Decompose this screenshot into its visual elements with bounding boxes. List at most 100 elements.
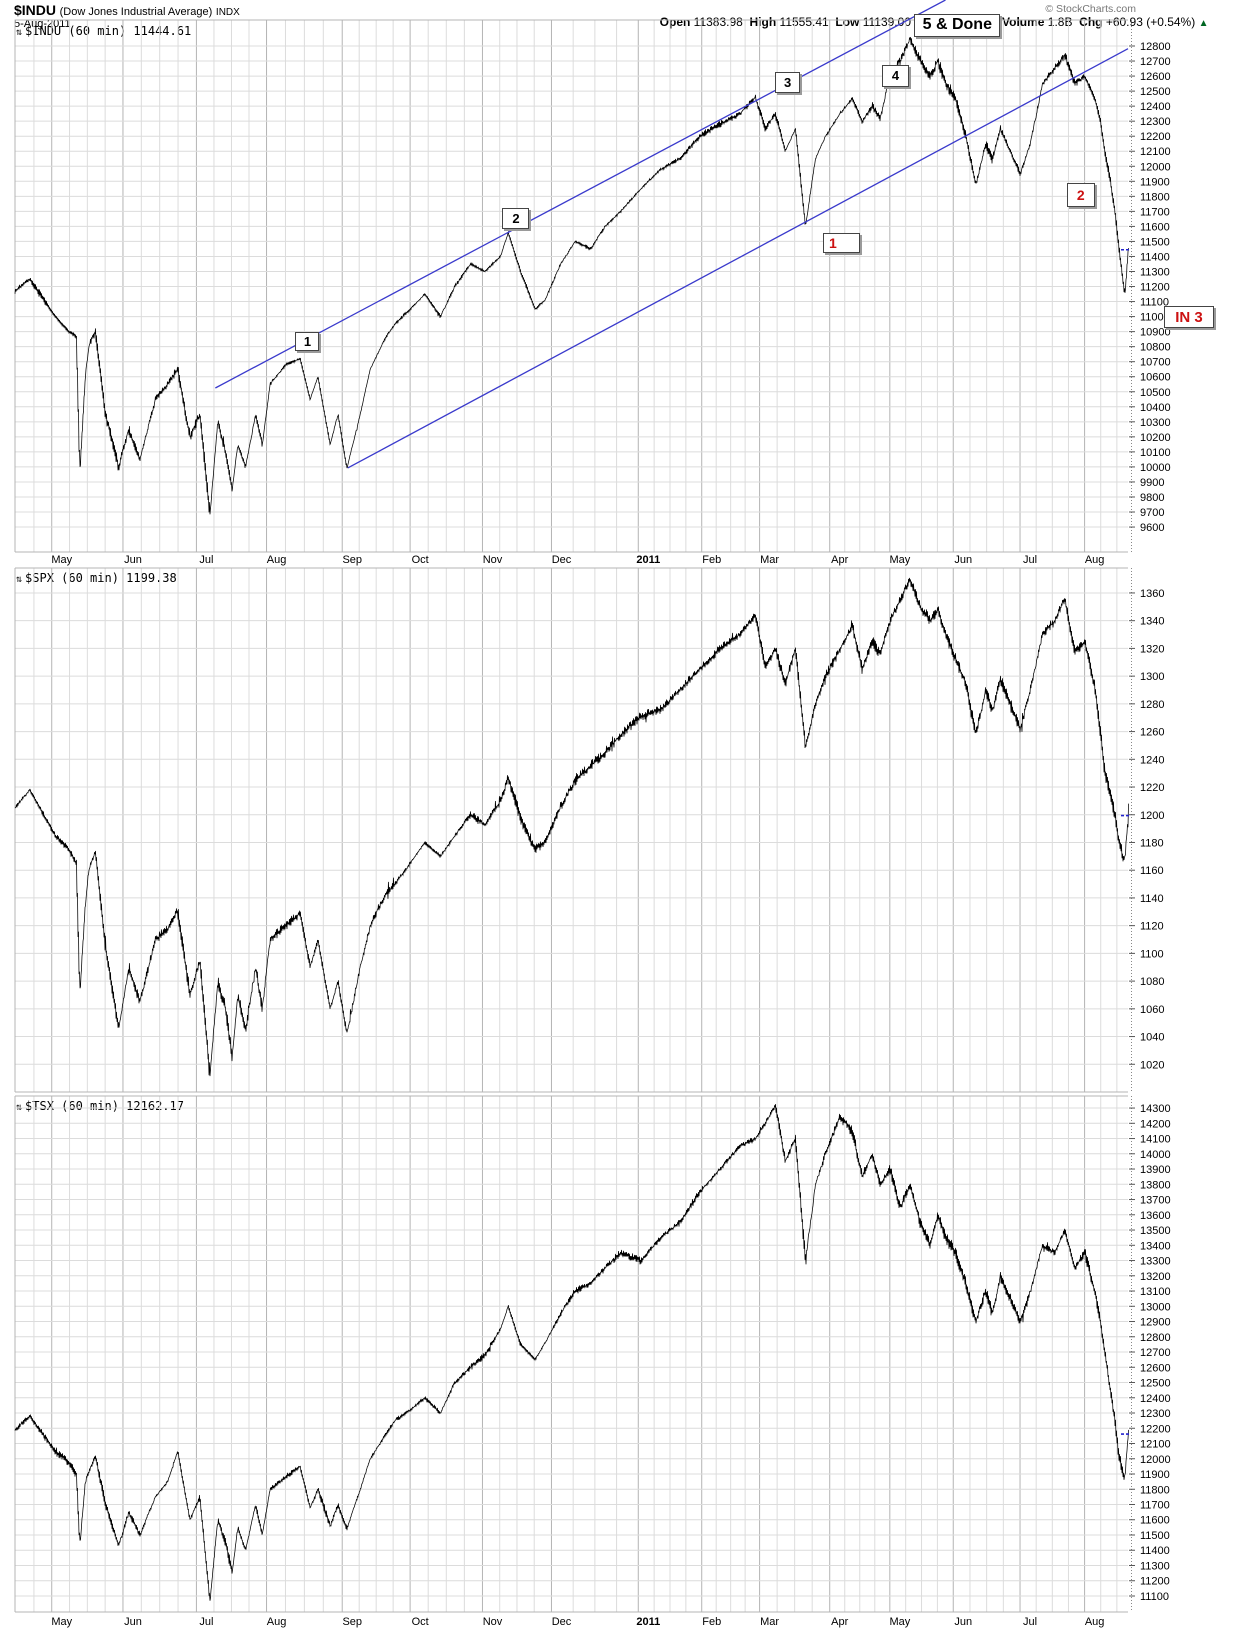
y-tick-label: 11100 <box>1140 1591 1169 1603</box>
y-tick-label: 1100 <box>1140 948 1164 960</box>
y-tick-label: 14200 <box>1140 1118 1171 1130</box>
y-tick-label: 9800 <box>1140 492 1164 504</box>
x-axis-months-indu: May Jun Jul Aug Sep Oct Nov Dec 2011 Feb Mar Apr May… <box>0 554 1240 568</box>
y-tick-label: 12500 <box>1140 1378 1171 1390</box>
y-tick-label: 1300 <box>1140 671 1164 683</box>
y-tick-label: 10000 <box>1140 462 1171 474</box>
high-value: 11555.41 <box>779 15 829 29</box>
x-month-label: Mar <box>760 554 780 566</box>
y-tick-label: 1140 <box>1140 893 1164 905</box>
y-tick-label: 12900 <box>1140 1317 1171 1329</box>
x-month-label: Jun <box>954 1616 973 1628</box>
y-tick-label: 12700 <box>1140 56 1171 68</box>
x-month-label: Sep <box>342 554 363 566</box>
x-month-label: 2011 <box>636 1616 661 1628</box>
x-month-label: May <box>889 1616 911 1628</box>
x-month-label: Jul <box>1023 1616 1038 1628</box>
up-triangle-icon: ▲ <box>1198 18 1209 29</box>
open-label: Open <box>659 15 691 29</box>
y-tick-label: 10700 <box>1140 357 1171 369</box>
legend-tsx-label: $TSX (60 min) 12162.17 <box>25 1099 184 1113</box>
y-tick-label: 12600 <box>1140 71 1171 83</box>
y-tick-label: 14100 <box>1140 1134 1171 1146</box>
y-tick-label: 1180 <box>1140 837 1164 849</box>
gridlines <box>14 567 1128 1093</box>
panel-$TSX: 11100 11200 11300 11400 11500 11600 11700 11800… <box>14 1095 1171 1613</box>
legend-tsx: ⇅ $TSX (60 min) 12162.17 <box>16 1099 184 1113</box>
x-month-label: Jul <box>199 554 214 566</box>
volume-label: Volume <box>1002 15 1045 29</box>
y-tick-label: 12100 <box>1140 1439 1171 1451</box>
x-month-label: Aug <box>1084 1616 1105 1628</box>
x-month-label: Apr <box>831 1616 849 1628</box>
x-month-label: Jun <box>124 554 142 566</box>
y-tick-label: 12000 <box>1140 1454 1171 1466</box>
x-month-label: Jul <box>199 1616 214 1628</box>
y-tick-label: 1020 <box>1140 1059 1164 1071</box>
x-month-label: May <box>51 1616 73 1628</box>
gridlines <box>14 1095 1128 1613</box>
price-line-$SPX <box>14 577 1129 1077</box>
y-tick-label: 1240 <box>1140 754 1164 766</box>
y-tick-label: 12400 <box>1140 1393 1171 1405</box>
y-tick-label: 11600 <box>1140 221 1170 233</box>
y-tick-label: 11300 <box>1140 1560 1170 1572</box>
y-tick-label: 11200 <box>1140 282 1170 294</box>
x-month-label: Sep <box>342 1616 363 1628</box>
trend-channel-line <box>215 0 946 389</box>
panel-$INDU: 9600 9700 9800 9900 10000 10100 10200 10300 1040… <box>14 0 1171 553</box>
y-tick-label: 9700 <box>1140 507 1164 519</box>
y-tick-label: 1280 <box>1140 699 1164 711</box>
symbol-fullname: (Dow Jones Industrial Average) <box>59 6 213 18</box>
x-month-label: Aug <box>266 1616 287 1628</box>
y-tick-label: 10100 <box>1140 447 1171 459</box>
y-tick-label: 10500 <box>1140 387 1171 399</box>
y-tick-label: 9600 <box>1140 522 1164 534</box>
x-month-label: Mar <box>760 1616 780 1628</box>
exchange-label: INDX <box>215 7 240 18</box>
y-tick-label: 12400 <box>1140 101 1171 113</box>
y-tick-label: 13100 <box>1140 1286 1171 1298</box>
y-tick-label: 11000 <box>1140 312 1170 324</box>
x-month-label: Dec <box>551 554 572 566</box>
x-month-label: Nov <box>482 1616 503 1628</box>
chg-value: +60.93 (+0.54%) <box>1105 15 1196 29</box>
y-tick-label: 10400 <box>1140 402 1171 414</box>
y-tick-label: 12200 <box>1140 131 1171 143</box>
y-tick-label: 13300 <box>1140 1256 1171 1268</box>
y-tick-label: 1220 <box>1140 782 1164 794</box>
x-month-label: Aug <box>266 554 287 566</box>
legend-indu: ⇅ $INDU (60 min) 11444.61 <box>16 24 191 38</box>
y-axis: 1020 1040 1060 1080 1100 1120 1140 1160 1180 1200… <box>1129 568 1164 1092</box>
legend-spx: ⇅ $SPX (60 min) 1199.38 <box>16 571 177 585</box>
volume-value: 1.8B <box>1047 15 1073 29</box>
y-tick-label: 1160 <box>1140 865 1164 877</box>
y-tick-label: 1120 <box>1140 921 1164 933</box>
legend-indu-label: $INDU (60 min) 11444.61 <box>25 24 192 38</box>
y-tick-label: 11400 <box>1140 251 1170 263</box>
low-label: Low <box>835 15 860 29</box>
y-tick-label: 13900 <box>1140 1164 1171 1176</box>
chart-date: 5-Aug-2011 <box>14 18 71 30</box>
y-axis: 11100 11200 11300 11400 11500 11600 11700 11800… <box>1129 1096 1171 1612</box>
y-tick-label: 12500 <box>1140 86 1171 98</box>
y-tick-label: 11300 <box>1140 266 1170 278</box>
x-month-label: May <box>51 554 73 566</box>
x-month-label: Aug <box>1084 554 1105 566</box>
y-tick-label: 9900 <box>1140 477 1164 489</box>
y-tick-label: 13800 <box>1140 1179 1171 1191</box>
x-month-label: Dec <box>551 1616 572 1628</box>
x-month-label: Oct <box>411 1616 429 1628</box>
y-tick-label: 1360 <box>1140 588 1164 600</box>
y-tick-label: 11800 <box>1140 1484 1170 1496</box>
x-month-label: Jul <box>1023 554 1038 566</box>
y-tick-label: 13000 <box>1140 1301 1171 1313</box>
y-tick-label: 11900 <box>1140 176 1170 188</box>
y-tick-label: 1320 <box>1140 643 1164 655</box>
high-label: High <box>749 15 777 29</box>
y-axis: 9600 9700 9800 9900 10000 10100 10200 10300 1040… <box>1129 20 1171 552</box>
symbol-title: $INDU <box>14 2 57 18</box>
y-tick-label: 12100 <box>1140 146 1171 158</box>
y-tick-label: 1040 <box>1140 1032 1164 1044</box>
